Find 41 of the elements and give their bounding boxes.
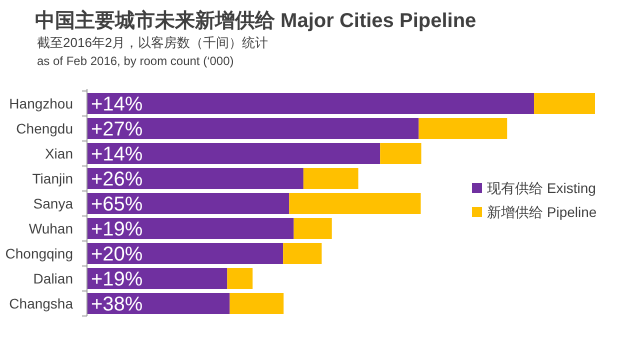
chart-title: 中国主要城市未来新增供给 Major Cities Pipeline (35, 9, 476, 32)
y-tick-label: Hangzhou (9, 96, 73, 112)
bar (87, 268, 228, 289)
annotation: +14% (91, 144, 143, 166)
legend-label: 新增供给 Pipeline (487, 204, 597, 220)
bar (380, 143, 422, 164)
bar (418, 118, 508, 139)
annotation: +27% (91, 118, 143, 140)
annotation: +14% (91, 94, 143, 116)
y-tick-label: Dalian (33, 270, 73, 286)
y-tick-label: Chengdu (16, 120, 73, 136)
legend-label: 现有供给 Existing (487, 180, 596, 196)
bar (230, 293, 284, 314)
annotation: +19% (91, 268, 143, 290)
y-tick-label: Sanya (33, 196, 74, 212)
bar (87, 168, 304, 189)
bar (87, 143, 380, 164)
y-tick-label: Tianjin (32, 170, 73, 186)
bar (534, 93, 595, 114)
annotation: +65% (91, 194, 143, 216)
bar (303, 168, 358, 189)
bar (283, 243, 322, 264)
y-tick-label: Changsha (9, 296, 74, 312)
bar (87, 118, 419, 139)
bar (87, 93, 534, 114)
y-tick-label: Xian (44, 146, 73, 162)
bar (87, 218, 294, 239)
bar (227, 268, 253, 289)
y-tick-label: Wuhan (28, 220, 73, 236)
bar (87, 243, 284, 264)
bar (294, 218, 332, 239)
y-tick-label: Chongqing (5, 246, 73, 262)
annotation: +26% (91, 168, 143, 190)
bar (289, 193, 421, 214)
bar (87, 293, 230, 314)
bar (87, 193, 290, 214)
chart-subtitle: 截至2016年2月，以客房数（千间）统计 (37, 35, 268, 50)
annotation: +19% (91, 218, 143, 240)
annotation: +38% (91, 294, 143, 316)
annotation: +20% (91, 244, 143, 266)
text: as of Feb 2016, by room count (‘000) (37, 54, 234, 68)
